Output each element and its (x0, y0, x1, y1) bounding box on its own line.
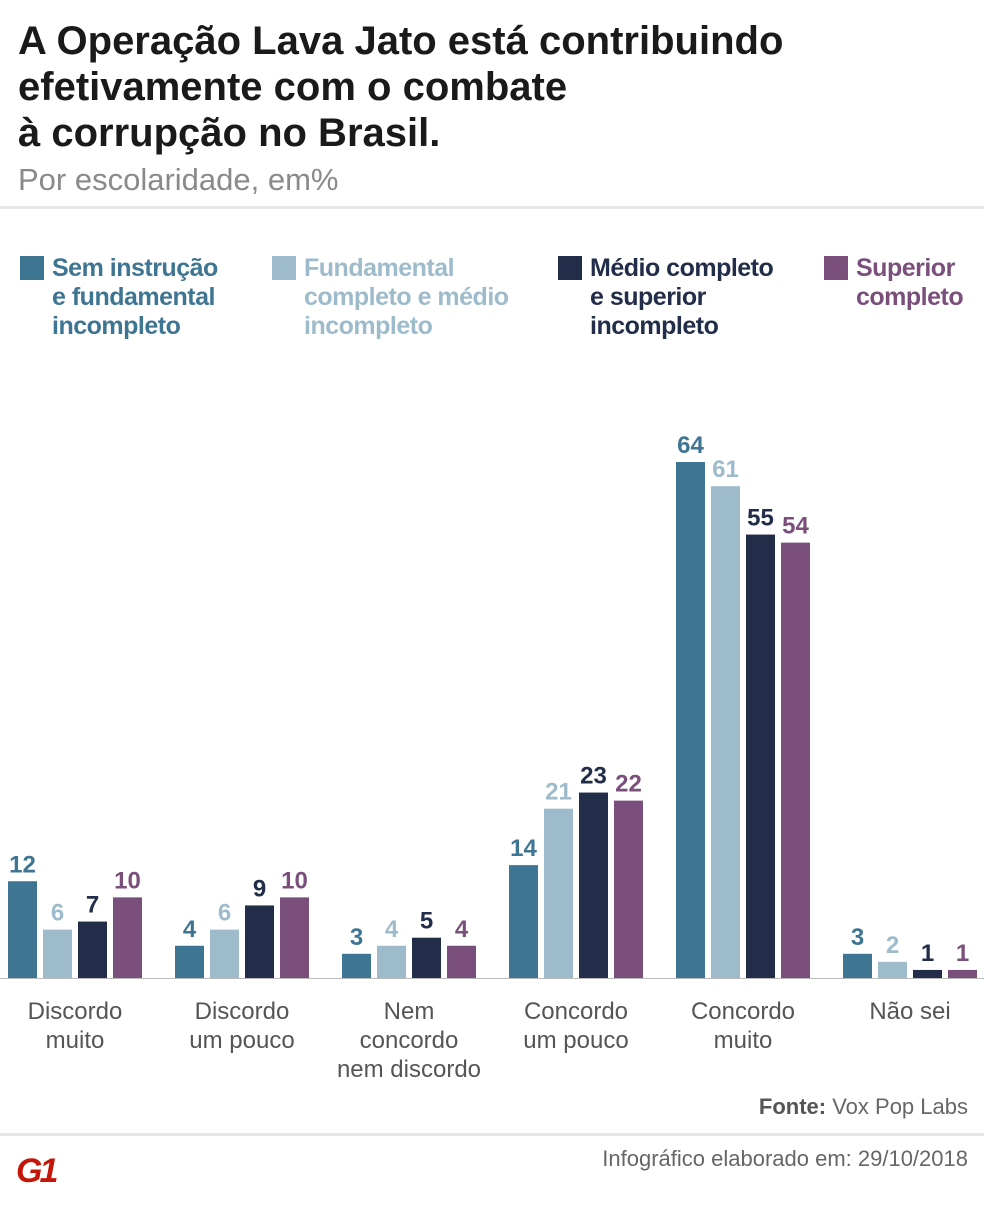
data-label: 1 (921, 940, 934, 967)
source-label: Fonte: (758, 1094, 827, 1119)
data-label: 10 (114, 867, 141, 894)
data-label: 6 (51, 900, 64, 927)
category-label: Concordo (524, 998, 628, 1025)
category-label: muito (714, 1027, 773, 1054)
legend-item: Fundamental completo e médio incompleto (272, 254, 509, 341)
bar (280, 897, 309, 978)
legend-label: Sem instrução e fundamental incompleto (52, 254, 218, 340)
g1-logo: G1 (16, 1152, 58, 1190)
data-label: 3 (851, 924, 864, 951)
legend-swatch (824, 256, 848, 280)
category-label: Concordo (691, 998, 795, 1025)
bar (377, 945, 406, 978)
bar (342, 953, 371, 978)
bar (43, 929, 72, 978)
data-label: 61 (712, 456, 739, 483)
bar (913, 969, 942, 978)
category-label: concordo (360, 1027, 459, 1054)
footer-divider (0, 1133, 984, 1136)
category-label: nem discordo (337, 1056, 481, 1083)
bar (113, 897, 142, 978)
bar (878, 961, 907, 978)
legend-item: Médio completo e superior incompleto (558, 254, 774, 341)
title-line: efetivamente com o combate (18, 65, 568, 109)
bar (711, 486, 740, 978)
category-label: Nem (384, 998, 435, 1025)
bar (78, 921, 107, 978)
bar (412, 937, 441, 978)
data-label: 5 (420, 908, 433, 935)
bar (579, 792, 608, 978)
data-label: 64 (677, 432, 704, 459)
data-label: 55 (747, 505, 774, 532)
bar (746, 534, 775, 978)
data-label: 10 (281, 867, 308, 894)
data-label: 14 (510, 835, 537, 862)
legend-label: Fundamental completo e médio incompleto (304, 254, 509, 340)
source-value: Vox Pop Labs (832, 1094, 968, 1119)
legend-label: Superior completo (856, 254, 964, 311)
date-note: Infográfico elaborado em: 29/10/2018 (602, 1146, 968, 1171)
bar (948, 969, 977, 978)
source-note: Fonte: Vox Pop Labs (759, 1094, 968, 1120)
legend-swatch (558, 256, 582, 280)
legend-swatch (20, 256, 44, 280)
data-label: 3 (350, 924, 363, 951)
title-line: A Operação Lava Jato está contribuindo (18, 19, 784, 63)
title-line: à corrupção no Brasil. (18, 111, 441, 155)
data-label: 1 (956, 940, 969, 967)
bar (210, 929, 239, 978)
chart-subtitle: Por escolaridade, em% (18, 162, 339, 197)
category-label: um pouco (523, 1027, 628, 1054)
legend-item: Superior completo (824, 254, 964, 312)
bar (843, 953, 872, 978)
chart-title: A Operação Lava Jato está contribuindo e… (18, 18, 783, 156)
data-label: 12 (9, 851, 36, 878)
divider (0, 206, 984, 209)
category-label: Discordo (195, 998, 290, 1025)
data-label: 4 (385, 916, 399, 943)
bar (676, 462, 705, 978)
bar (509, 865, 538, 978)
data-label: 9 (253, 875, 266, 902)
data-label: 22 (615, 771, 642, 798)
bar (614, 800, 643, 978)
data-label: 23 (580, 763, 607, 790)
bar (8, 881, 37, 978)
data-label: 4 (455, 916, 469, 943)
data-label: 54 (782, 513, 809, 540)
data-label: 6 (218, 900, 231, 927)
category-label: um pouco (189, 1027, 294, 1054)
legend-label: Médio completo e superior incompleto (590, 254, 774, 340)
data-label: 7 (86, 892, 99, 919)
category-label: muito (46, 1027, 105, 1054)
bar (245, 905, 274, 978)
legend-swatch (272, 256, 296, 280)
bar (544, 808, 573, 978)
bar (175, 945, 204, 978)
bar (447, 945, 476, 978)
bar (781, 542, 810, 978)
category-label: Discordo (28, 998, 123, 1025)
legend-item: Sem instrução e fundamental incompleto (20, 254, 218, 341)
data-label: 4 (183, 916, 197, 943)
data-label: 2 (886, 932, 899, 959)
category-label: Não sei (869, 998, 950, 1025)
data-label: 21 (545, 779, 572, 806)
